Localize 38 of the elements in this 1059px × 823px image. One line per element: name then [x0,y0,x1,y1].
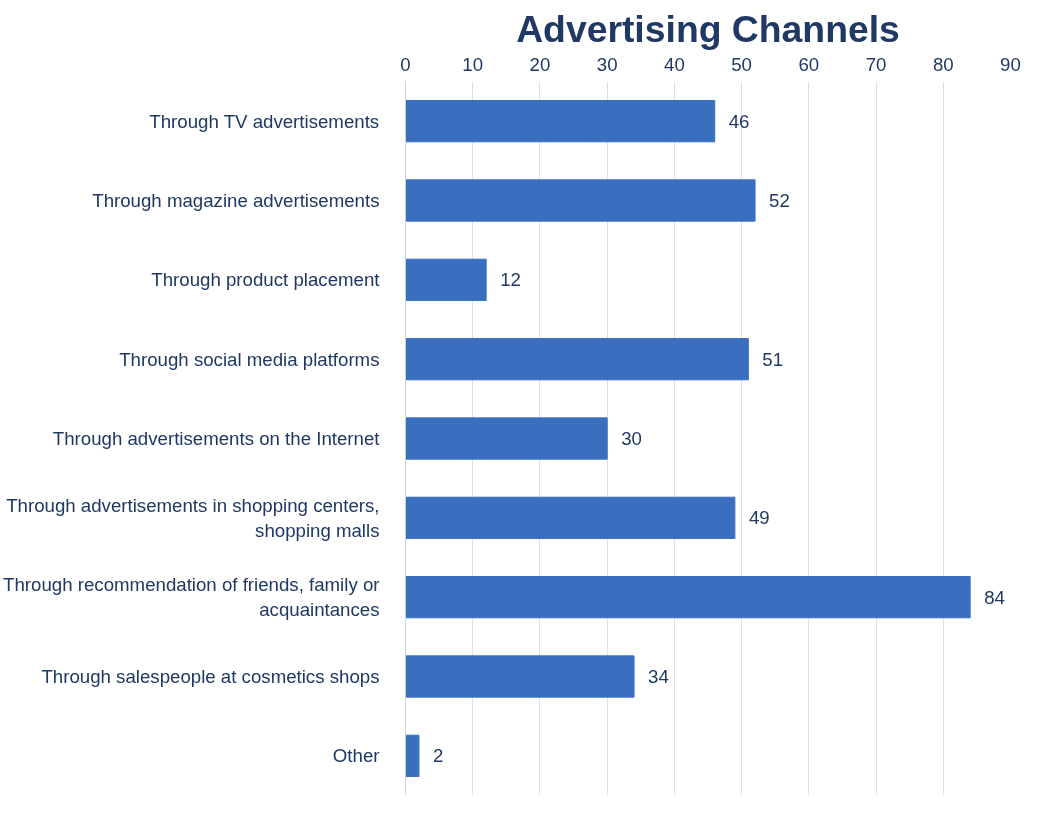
y-tick-label: Through social media platforms [119,348,380,370]
y-tick-label: Through magazine advertisements [92,190,380,211]
bar [405,655,635,698]
data-label: 84 [984,586,1005,608]
data-label: 52 [769,190,790,211]
bar [405,258,487,301]
x-tick-label: 70 [865,53,887,75]
y-tick-label: Other [332,745,380,767]
data-label: 2 [432,745,444,767]
x-tick-label: 20 [529,53,551,75]
bar [405,338,749,381]
x-tick-label: 30 [596,53,618,75]
x-tick-label: 90 [1000,53,1021,75]
data-label: 30 [621,428,642,449]
data-label: 12 [500,269,521,291]
data-label: 34 [648,666,669,687]
data-label: 51 [762,348,784,370]
x-tick-label: 50 [731,53,752,75]
data-label: 49 [748,507,770,529]
chart-title: Advertising Channels [516,7,900,50]
x-tick-label: 40 [664,53,685,75]
x-tick-label: 10 [462,53,484,75]
y-tick-label: Through product placement [151,269,381,291]
y-tick-label: Through recommendation of friends, family or acquaintances [3,574,380,621]
data-label: 46 [728,110,750,132]
bar [405,576,971,619]
bar [405,100,716,143]
x-tick-label: 60 [798,53,820,75]
bar [405,417,608,460]
bar [405,734,420,777]
bar [405,179,756,222]
y-tick-label: Through advertisements on the Internet [52,428,381,449]
x-tick-label: 80 [932,53,954,75]
y-tick-label: Through advertisements in shopping centers, shopping malls [6,494,380,541]
x-tick-label: 0 [400,53,411,75]
y-tick-label: Through TV advertisements [149,110,380,132]
y-tick-label: Through salespeople at cosmetics shops [41,666,380,687]
bar [405,496,736,539]
